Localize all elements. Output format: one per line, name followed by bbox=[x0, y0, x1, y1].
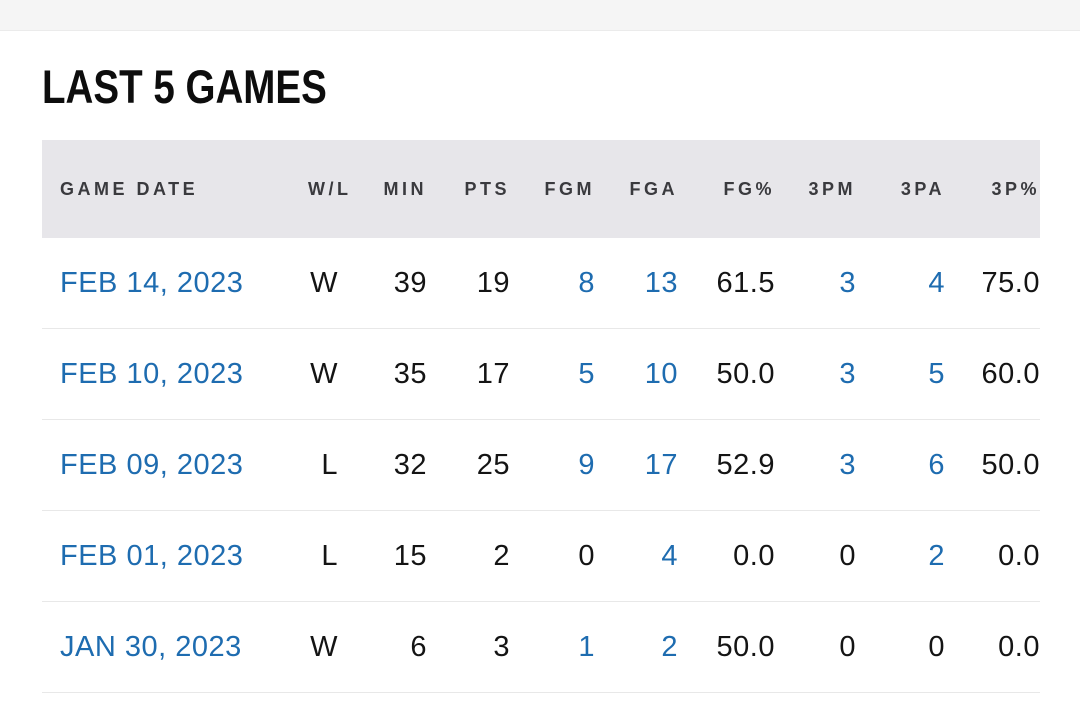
column-header-min: MIN bbox=[383, 178, 427, 199]
cell-fgp: 52.9 bbox=[716, 448, 775, 481]
cell-fga[interactable]: 10 bbox=[644, 357, 678, 390]
cell-pts: 19 bbox=[476, 266, 510, 299]
column-header-tpm: 3PM bbox=[808, 178, 856, 199]
game-date-link[interactable]: FEB 10, 2023 bbox=[60, 357, 244, 390]
cell-fgp: 0.0 bbox=[733, 539, 775, 572]
cell-fgm[interactable]: 8 bbox=[578, 266, 595, 299]
game-date-link[interactable]: JAN 30, 2023 bbox=[60, 630, 242, 663]
cell-tpa[interactable]: 4 bbox=[928, 266, 945, 299]
cell-fgm[interactable]: 1 bbox=[578, 630, 595, 663]
cell-fga[interactable]: 2 bbox=[661, 630, 678, 663]
column-header-tpp: 3P% bbox=[991, 178, 1040, 199]
column-header-pts: PTS bbox=[464, 178, 510, 199]
cell-wl: W bbox=[310, 357, 338, 390]
cell-fga[interactable]: 17 bbox=[644, 448, 678, 481]
table-body: FEB 14, 2023 W 39 19 8 13 61.5 3 4 75.0 FEB 10, 20… bbox=[42, 238, 1040, 693]
cell-min: 32 bbox=[393, 448, 427, 481]
cell-wl: L bbox=[321, 448, 338, 481]
cell-tpm[interactable]: 3 bbox=[839, 448, 856, 481]
cell-tpp: 0.0 bbox=[998, 630, 1040, 663]
cell-wl: W bbox=[310, 630, 338, 663]
cell-min: 15 bbox=[393, 539, 427, 572]
cell-fga[interactable]: 4 bbox=[661, 539, 678, 572]
cell-fga[interactable]: 13 bbox=[644, 266, 678, 299]
cell-fgp: 50.0 bbox=[716, 630, 775, 663]
cell-tpm: 0 bbox=[839, 539, 856, 572]
cell-wl: W bbox=[310, 266, 338, 299]
cell-tpp: 0.0 bbox=[998, 539, 1040, 572]
cell-wl: L bbox=[321, 539, 338, 572]
cell-pts: 3 bbox=[493, 630, 510, 663]
last-5-games-table: GAME DATE W/L MIN PTS FGM FGA FG% 3PM 3PA 3P% FEB… bbox=[42, 140, 1040, 693]
cell-tpa: 0 bbox=[928, 630, 945, 663]
game-date-link[interactable]: FEB 01, 2023 bbox=[60, 539, 244, 572]
table-row: FEB 09, 2023 L 32 25 9 17 52.9 3 6 50.0 bbox=[42, 420, 1040, 511]
cell-fgm: 0 bbox=[578, 539, 595, 572]
section-title: LAST 5 GAMES bbox=[42, 60, 327, 113]
cell-pts: 17 bbox=[476, 357, 510, 390]
cell-fgm[interactable]: 5 bbox=[578, 357, 595, 390]
column-header-date: GAME DATE bbox=[60, 178, 199, 199]
cell-min: 6 bbox=[410, 630, 427, 663]
cell-pts: 2 bbox=[493, 539, 510, 572]
cell-tpa[interactable]: 6 bbox=[928, 448, 945, 481]
table-header-row: GAME DATE W/L MIN PTS FGM FGA FG% 3PM 3PA 3P% bbox=[42, 140, 1040, 238]
top-bar bbox=[0, 0, 1080, 31]
cell-pts: 25 bbox=[476, 448, 510, 481]
cell-fgm[interactable]: 9 bbox=[578, 448, 595, 481]
cell-tpa[interactable]: 5 bbox=[928, 357, 945, 390]
column-header-fgp: FG% bbox=[723, 178, 775, 199]
cell-min: 35 bbox=[393, 357, 427, 390]
cell-fgp: 50.0 bbox=[716, 357, 775, 390]
cell-tpm[interactable]: 3 bbox=[839, 266, 856, 299]
column-header-fga: FGA bbox=[629, 178, 678, 199]
table-row: JAN 30, 2023 W 6 3 1 2 50.0 0 0 0.0 bbox=[42, 602, 1040, 693]
cell-tpp: 50.0 bbox=[981, 448, 1040, 481]
last-5-games-section: LAST 5 GAMES GAME DATE W/L MIN PTS FGM FGA FG%… bbox=[0, 63, 1080, 693]
game-date-link[interactable]: FEB 09, 2023 bbox=[60, 448, 244, 481]
column-header-wl: W/L bbox=[308, 178, 352, 199]
cell-tpa[interactable]: 2 bbox=[928, 539, 945, 572]
cell-tpm: 0 bbox=[839, 630, 856, 663]
game-date-link[interactable]: FEB 14, 2023 bbox=[60, 266, 244, 299]
column-header-fgm: FGM bbox=[544, 178, 595, 199]
cell-min: 39 bbox=[393, 266, 427, 299]
cell-fgp: 61.5 bbox=[716, 266, 775, 299]
cell-tpm[interactable]: 3 bbox=[839, 357, 856, 390]
table-row: FEB 10, 2023 W 35 17 5 10 50.0 3 5 60.0 bbox=[42, 329, 1040, 420]
cell-tpp: 60.0 bbox=[981, 357, 1040, 390]
table-row: FEB 01, 2023 L 15 2 0 4 0.0 0 2 0.0 bbox=[42, 511, 1040, 602]
column-header-tpa: 3PA bbox=[900, 178, 945, 199]
table-row: FEB 14, 2023 W 39 19 8 13 61.5 3 4 75.0 bbox=[42, 238, 1040, 329]
cell-tpp: 75.0 bbox=[981, 266, 1040, 299]
